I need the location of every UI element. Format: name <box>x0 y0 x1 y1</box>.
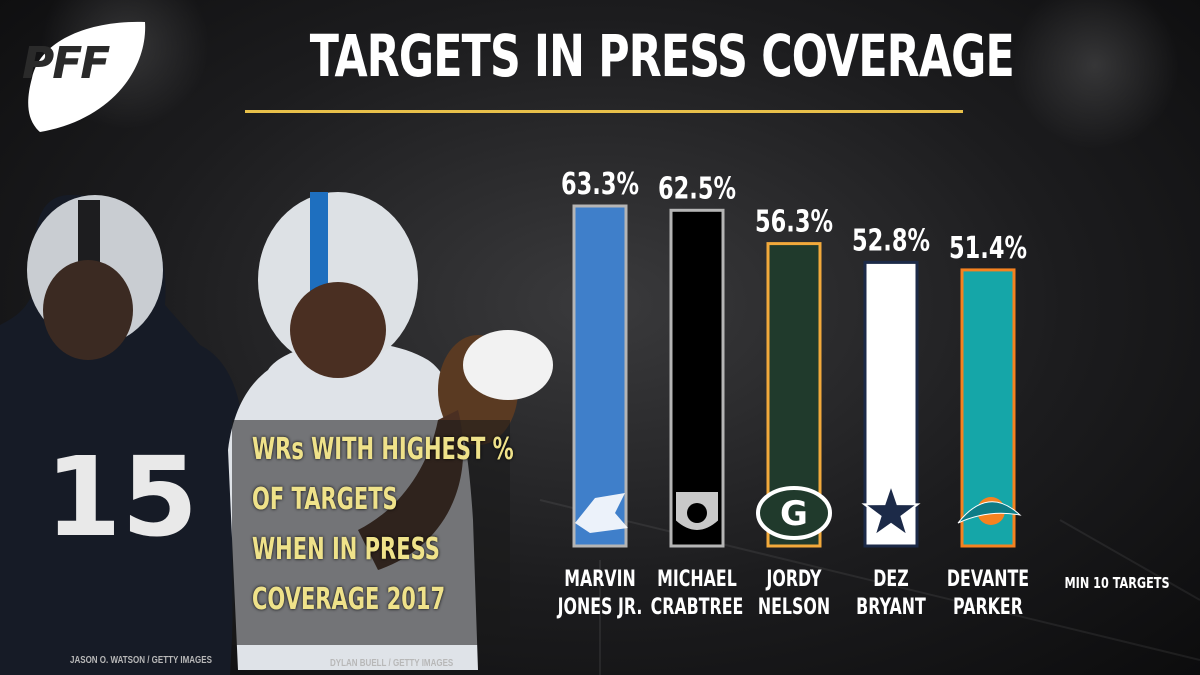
pff-logo-text: PFF <box>22 38 110 89</box>
subtitle-box <box>232 420 510 645</box>
dolphins-icon <box>957 501 1022 524</box>
svg-text:15: 15 <box>45 433 198 561</box>
subtitle-line: COVERAGE 2017 <box>252 582 446 617</box>
lions-icon <box>575 493 628 533</box>
min-targets-note: MIN 10 TARGETS <box>1064 576 1169 593</box>
photo-credit: DYLAN BUELL / GETTY IMAGES <box>330 658 454 669</box>
player-name: NELSON <box>758 593 830 619</box>
raiders-player-image: 15 <box>0 195 244 675</box>
player-name: PARKER <box>953 593 1023 619</box>
cowboys-icon <box>861 481 921 539</box>
player-name: DEZ <box>873 565 909 591</box>
subtitle-line: WHEN IN PRESS <box>252 532 440 567</box>
player-name: MICHAEL <box>657 565 737 591</box>
title-underline <box>245 110 963 113</box>
raiders-icon-face <box>687 503 707 523</box>
data-label: 62.5% <box>658 171 736 206</box>
photo-credit: JASON O. WATSON / GETTY IMAGES <box>70 655 212 666</box>
player-name: JORDY <box>765 565 823 591</box>
player-name: JONES JR. <box>556 593 642 619</box>
data-label: 63.3% <box>561 167 639 202</box>
packers-icon <box>756 486 832 540</box>
data-label: 51.4% <box>949 231 1027 266</box>
data-label: 52.8% <box>852 223 930 258</box>
player-name: CRABTREE <box>651 593 744 619</box>
data-label: 56.3% <box>755 204 833 239</box>
player-name: BRYANT <box>856 593 926 619</box>
player-name: MARVIN <box>564 565 636 591</box>
bar <box>572 204 628 548</box>
pff-logo <box>28 21 146 132</box>
stadium-light <box>1010 0 1180 150</box>
packers-icon-letter: G <box>780 494 808 534</box>
subtitle-line: OF TARGETS <box>252 482 398 517</box>
player-name: DEVANTE <box>947 565 1029 591</box>
chart-title: TARGETS IN PRESS COVERAGE <box>309 22 1015 90</box>
